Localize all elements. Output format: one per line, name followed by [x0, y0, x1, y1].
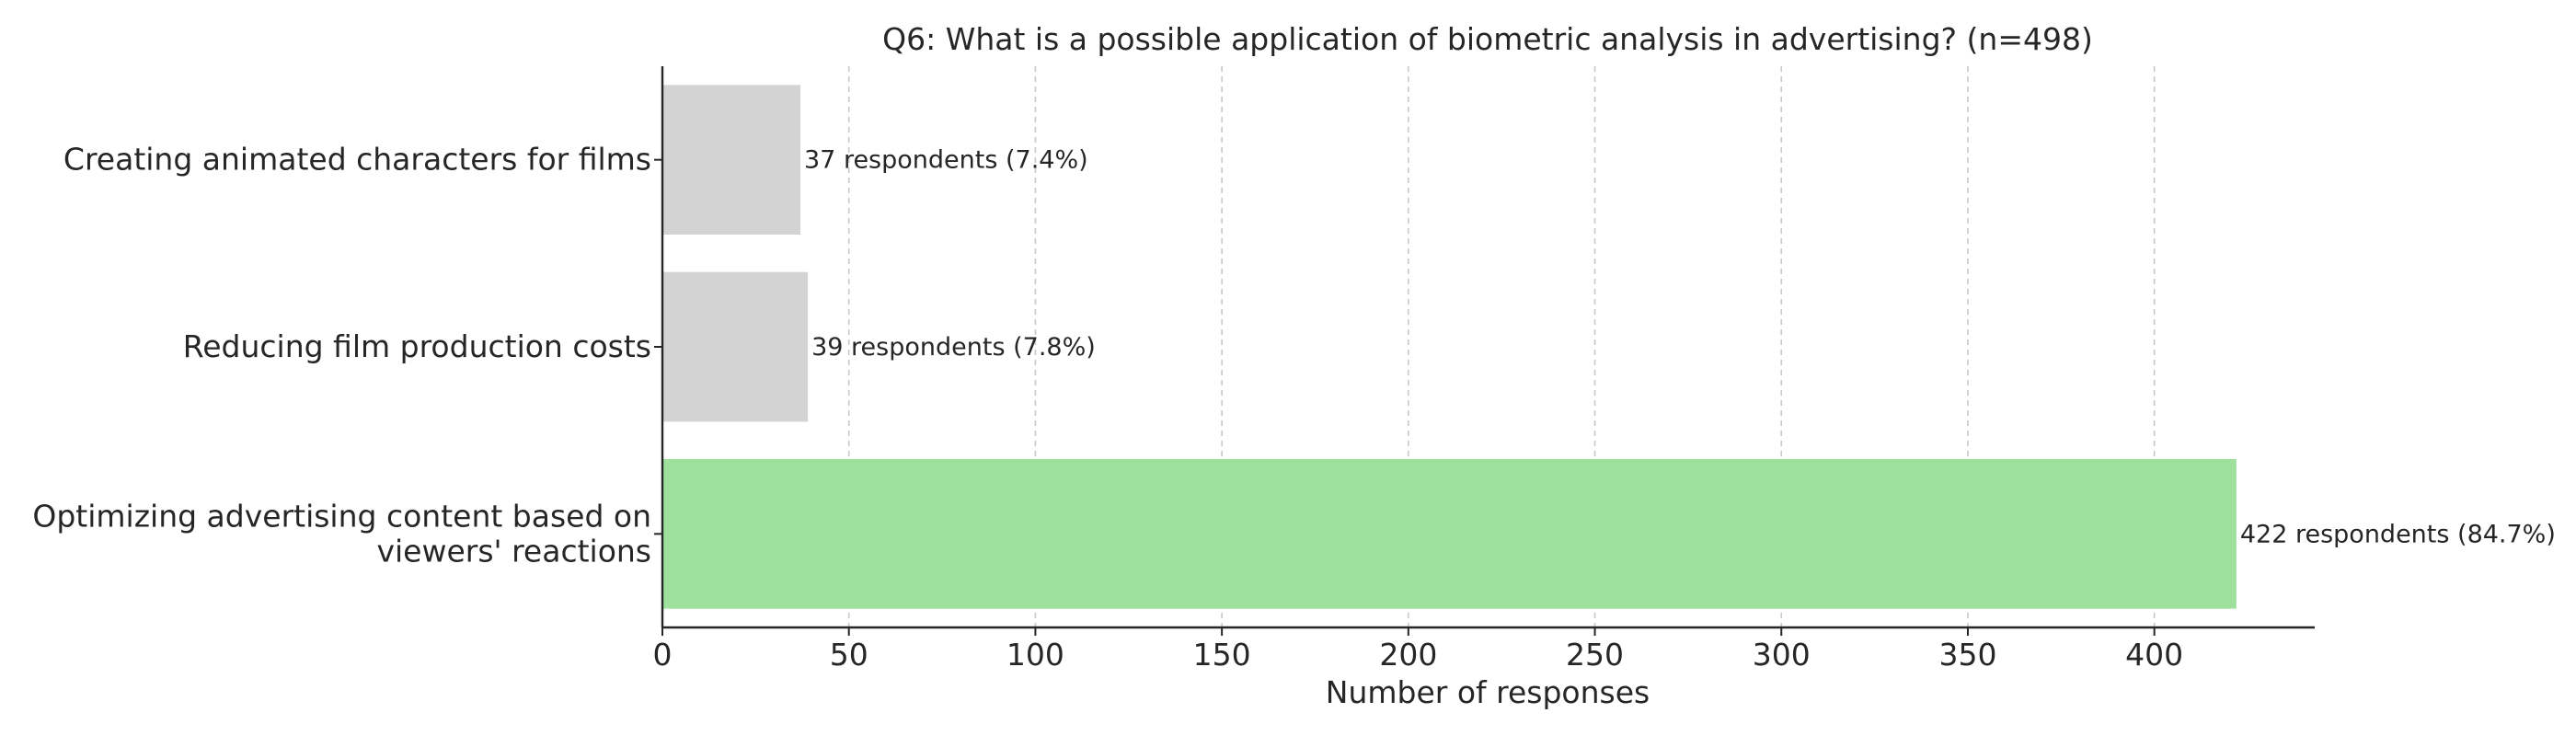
x-tick-label: 350 — [1938, 637, 1996, 673]
x-tick-label: 150 — [1193, 637, 1251, 673]
data-label: 39 respondents (7.8%) — [811, 333, 1096, 362]
x-tick-label: 300 — [1753, 637, 1811, 673]
y-category-label: viewers' reactions — [376, 533, 651, 569]
x-tick-label: 400 — [2125, 637, 2183, 673]
x-axis-label: Number of responses — [1326, 674, 1650, 710]
x-tick-label: 250 — [1566, 637, 1624, 673]
data-label: 37 respondents (7.4%) — [804, 146, 1088, 175]
chart-title: Q6: What is a possible application of bi… — [882, 21, 2093, 57]
bars: 37 respondents (7.4%) 39 respondents (7.8… — [662, 85, 2556, 609]
x-tick-label: 200 — [1379, 637, 1437, 673]
y-category-label: Creating animated characters for films — [63, 142, 651, 178]
x-tick-label: 0 — [653, 637, 673, 673]
y-category-label: Reducing film production costs — [183, 328, 651, 364]
bar — [662, 459, 2237, 609]
bar — [662, 85, 801, 235]
bar — [662, 271, 809, 422]
y-category-label: Optimizing advertising content based on — [32, 498, 651, 534]
axes: 0 50 100 150 200 250 300 350 400 Creating animate… — [32, 66, 2315, 673]
x-tick-label: 50 — [830, 637, 868, 673]
data-label: 422 respondents (84.7%) — [2240, 520, 2556, 548]
x-tick-label: 100 — [1006, 637, 1064, 673]
